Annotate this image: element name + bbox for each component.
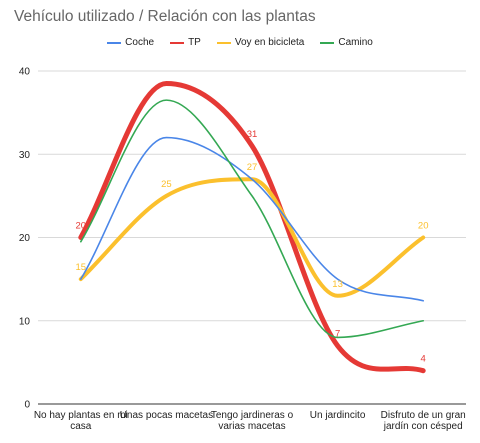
legend-item: TP — [170, 37, 201, 48]
legend-label: Camino — [338, 37, 373, 48]
data-label-voy-en-bicicleta: 25 — [161, 179, 172, 190]
x-tick-label: Un jardincito — [310, 410, 366, 421]
y-tick-label: 10 — [19, 316, 31, 327]
legend-swatch — [170, 41, 185, 44]
legend-swatch — [320, 41, 335, 44]
legend-label: TP — [188, 37, 201, 48]
y-tick-label: 40 — [19, 67, 31, 78]
legend-label: Coche — [125, 37, 155, 48]
legend-item: Voy en bicicleta — [216, 37, 305, 48]
x-tick-label: Unas pocas macetas — [120, 410, 213, 421]
y-tick-label: 30 — [19, 150, 31, 161]
x-tick-label: Disfruto de un gran jardín con césped — [381, 410, 466, 432]
data-label-voy-en-bicicleta: 15 — [76, 262, 87, 273]
legend-swatch — [216, 41, 231, 44]
legend-label: Voy en bicicleta — [234, 37, 305, 48]
series-line-coche — [80, 136, 424, 302]
x-tick-label: No hay plantas en mi casa — [34, 410, 128, 432]
chart-title: Vehículo utilizado / Relación con las pl… — [14, 8, 316, 25]
data-label-voy-en-bicicleta: 20 — [418, 221, 429, 232]
data-label-tp: 4 — [421, 354, 426, 365]
data-label-voy-en-bicicleta: 27 — [247, 162, 258, 173]
y-tick-label: 0 — [24, 400, 30, 411]
series-line-camino — [80, 99, 424, 339]
data-label-voy-en-bicicleta: 13 — [332, 279, 343, 290]
data-label-tp: 7 — [335, 329, 340, 340]
x-tick-label: Tengo jardineras o varias macetas — [211, 410, 294, 432]
legend-item: Camino — [320, 37, 373, 48]
legend: Coche TP Voy en bicicleta Camino — [0, 37, 480, 48]
series-line-voy-en-bicicleta — [78, 177, 426, 298]
y-tick-label: 20 — [19, 233, 31, 244]
legend-swatch — [107, 41, 122, 44]
series-line-tp — [78, 80, 426, 374]
data-label-tp: 31 — [247, 129, 258, 140]
data-label-tp: 20 — [76, 221, 87, 232]
legend-item: Coche — [107, 37, 154, 48]
